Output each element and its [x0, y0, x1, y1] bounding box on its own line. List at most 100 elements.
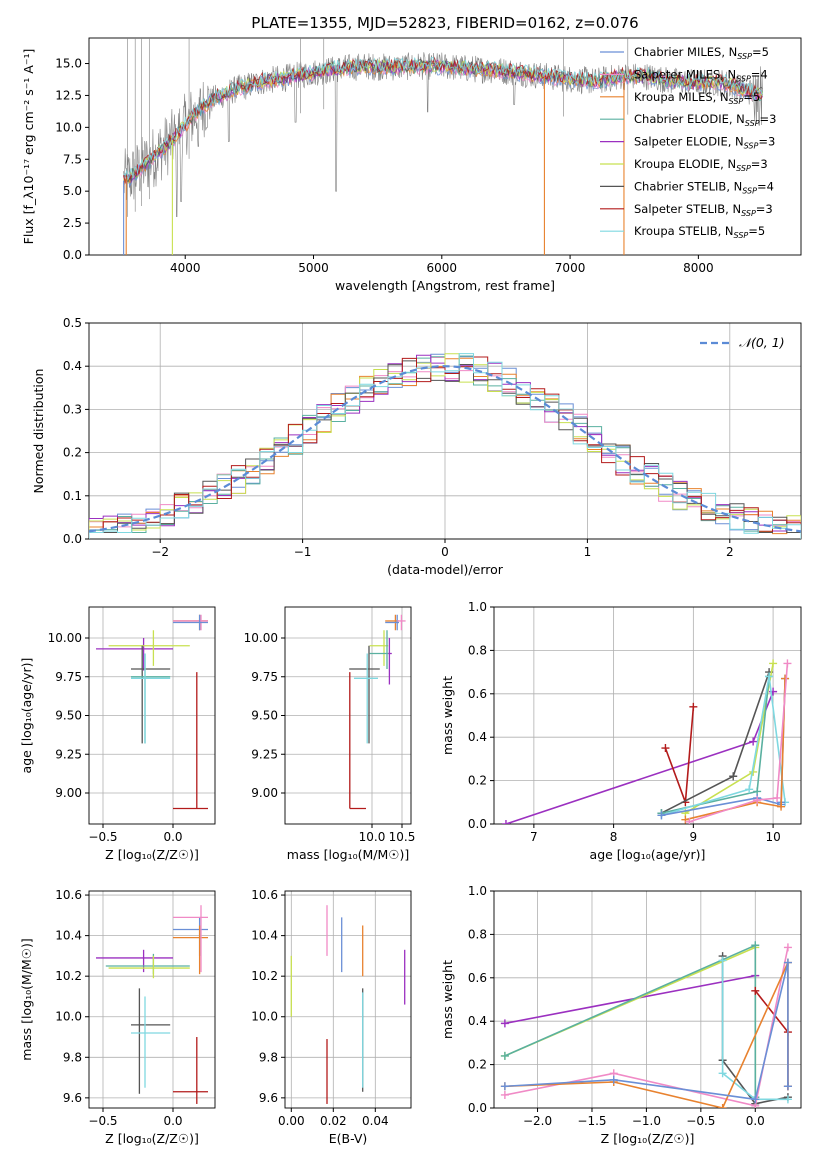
- y-tick-label: 9.6: [259, 1091, 278, 1105]
- mass-weight-marker: [500, 1090, 509, 1099]
- errorbar-points: [96, 905, 208, 1104]
- legend-label-suffix: =3: [760, 112, 777, 126]
- y-tick-label: 0.4: [468, 730, 487, 744]
- spectrum-panel: 4000 5000 6000 7000 8000 0.0 2.5 5.0 7.5 10.0 12.5…: [21, 37, 802, 293]
- legend-label-main: Salpeter ELODIE, N: [634, 135, 744, 149]
- legend-label: Salpeter MILES, NSSP=4: [634, 67, 768, 83]
- legend-label-suffix: =5: [743, 90, 760, 104]
- legend-label: Salpeter ELODIE, NSSP=3: [634, 135, 775, 151]
- legend-label-suffix: =4: [757, 179, 774, 193]
- legend-label: 𝒩(0, 1): [739, 335, 785, 350]
- y-tick-label: 7.5: [63, 152, 82, 166]
- mass-weight-marker: [783, 958, 792, 967]
- spectrum-traces: [123, 38, 763, 255]
- legend-label-sub: SSP: [736, 164, 751, 173]
- y-axis-label: Normed distribution: [31, 369, 46, 494]
- y-tick-label: 10.6: [55, 888, 82, 902]
- mass-weight-marker: [685, 817, 694, 824]
- x-tick-label: 8000: [683, 261, 714, 275]
- mass-weight-marker: [500, 1051, 509, 1060]
- y-axis-label: Flux [f_λ10⁻¹⁷ erg cm⁻² s⁻¹ A⁻¹]: [21, 49, 36, 245]
- legend-label-main: Kroupa ELODIE, N: [634, 157, 736, 171]
- mass-weight-line: [684, 663, 774, 814]
- y-tick-label: 9.50: [55, 709, 82, 723]
- y-tick-label: 9.00: [55, 786, 82, 800]
- y-tick-label: 0.2: [63, 446, 82, 460]
- mass-weight-marker: [500, 1019, 509, 1028]
- x-tick-label: 8: [610, 830, 618, 844]
- legend-label: Chabrier ELODIE, NSSP=3: [634, 112, 776, 128]
- y-tick-label: 10.6: [251, 888, 278, 902]
- mass-weight-line: [504, 974, 756, 1025]
- legend-label-sub: SSP: [736, 74, 751, 83]
- plot-frame: [493, 890, 802, 1109]
- y-tick-label: 10.0: [55, 120, 82, 134]
- y-tick-label: 10.00: [48, 631, 82, 645]
- mass-weight-marker: [781, 674, 790, 683]
- x-tick-label: 0.02: [320, 1114, 347, 1128]
- x-tick-label: 2: [726, 545, 734, 559]
- y-tick-label: 10.2: [55, 969, 82, 983]
- histogram-traces: [89, 353, 801, 539]
- mass-weight-marker: [753, 796, 762, 805]
- legend-label-sub: SSP: [745, 119, 760, 128]
- x-axis-label: Z [log₁₀(Z/Z☉)]: [601, 1131, 695, 1146]
- x-tick-label: 0.0: [163, 830, 182, 844]
- y-tick-label: 9.75: [55, 670, 82, 684]
- x-tick-label: 10: [765, 830, 780, 844]
- plot-frame: [284, 606, 412, 825]
- y-tick-label: 12.5: [55, 88, 82, 102]
- age-vs-mass-panel: 10.0 10.5 9.00 9.25 9.50 9.75 10.00 mass [log₁₀…: [244, 606, 415, 862]
- x-tick-label: 0.04: [362, 1114, 389, 1128]
- mass-weight-vs-metallicity-panel: −2.0 −1.5 −1.0 −0.5 0.0 0.0 0.2 0.4 0.6 0.8 1.0 Z […: [440, 884, 802, 1146]
- y-tick-label: 15.0: [55, 57, 82, 71]
- y-tick-label: 10.4: [251, 929, 278, 943]
- mass-weight-marker: [751, 941, 760, 950]
- histogram-step: [89, 360, 801, 539]
- y-axis-label: mass [log₁₀(M/M☉)]: [19, 938, 34, 1060]
- x-axis-label: Z [log₁₀(Z/Z☉)]: [105, 847, 199, 862]
- y-tick-label: 2.5: [63, 216, 82, 230]
- y-tick-label: 0.0: [63, 248, 82, 262]
- x-axis-label: wavelength [Angstrom, rest frame]: [335, 278, 555, 293]
- y-tick-label: 10.0: [251, 1010, 278, 1024]
- mass-weight-line: [661, 676, 786, 817]
- legend-label-sub: SSP: [729, 97, 744, 106]
- plot-frame: [284, 890, 412, 1109]
- y-tick-label: 9.50: [251, 709, 278, 723]
- y-tick-label: 0.6: [468, 687, 487, 701]
- plot-frame: [493, 606, 802, 825]
- x-tick-label: −0.5: [686, 1114, 715, 1128]
- x-tick-label: −1.5: [577, 1114, 606, 1128]
- y-tick-label: 10.00: [244, 631, 278, 645]
- x-tick-label: 0.0: [163, 1114, 182, 1128]
- y-axis-label: mass weight: [440, 676, 455, 755]
- mass-weight-marker: [609, 1075, 618, 1084]
- y-axis-label: mass weight: [440, 960, 455, 1039]
- mass-weight-marker: [769, 659, 778, 668]
- mass-weight-line: [504, 946, 757, 1098]
- legend-label-main: Chabrier STELIB, N: [634, 179, 742, 193]
- plot-frame: [88, 322, 802, 540]
- y-tick-label: 0.0: [63, 532, 82, 546]
- x-tick-label: 4000: [170, 261, 201, 275]
- mass-weight-marker: [718, 956, 727, 965]
- legend-label-main: Kroupa MILES, N: [634, 90, 729, 104]
- y-axis-label: age [log₁₀(age/yr)]: [19, 658, 34, 774]
- x-tick-label: 0: [441, 545, 449, 559]
- errorbar-points: [96, 614, 208, 810]
- y-tick-label: 0.1: [63, 489, 82, 503]
- mass-weight-line: [505, 691, 774, 824]
- mass-weight-series: [500, 941, 792, 1108]
- x-tick-label: −1.0: [632, 1114, 661, 1128]
- errorbar-points: [349, 614, 406, 810]
- residuals-histogram-panel: −2 −1 0 1 2 0.0 0.1 0.2 0.3 0.4 0.5 (data-model)/er…: [31, 316, 802, 577]
- mass-weight-marker: [749, 737, 758, 746]
- mass-weight-marker: [661, 744, 670, 753]
- histogram-step: [89, 353, 801, 539]
- y-tick-label: 10.0: [55, 1010, 82, 1024]
- legend-label-suffix: =3: [758, 135, 775, 149]
- y-tick-label: 9.6: [63, 1091, 82, 1105]
